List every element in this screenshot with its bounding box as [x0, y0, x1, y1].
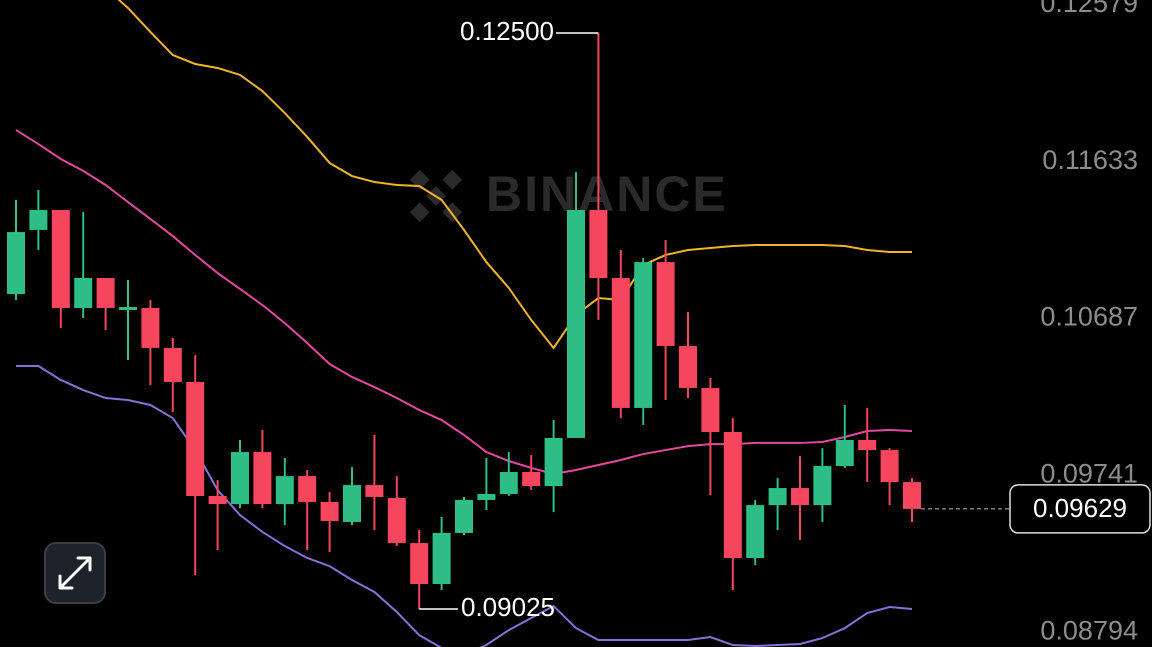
candle-body	[746, 505, 765, 558]
candle-body	[858, 439, 877, 451]
candle-body	[701, 388, 720, 432]
candle-body	[7, 232, 25, 295]
candle-body	[723, 431, 742, 558]
candle-body	[880, 450, 899, 483]
y-tick-label: 0.09741	[1040, 458, 1138, 488]
y-tick-label: 0.12579	[1040, 0, 1138, 18]
candle-body	[835, 439, 854, 466]
candle-body	[477, 493, 496, 500]
y-tick-label: 0.08794	[1040, 615, 1138, 645]
candle-body	[410, 543, 429, 585]
candle-body	[365, 485, 384, 497]
candle-body	[634, 262, 653, 408]
candle-body	[231, 452, 249, 505]
candle-body	[903, 482, 921, 509]
candle-body	[74, 277, 93, 309]
expand-icon	[58, 556, 92, 590]
watermark: BINANCE	[409, 166, 726, 222]
candle-body	[29, 210, 48, 230]
candle-body	[119, 307, 137, 310]
candle-body	[253, 452, 272, 505]
candle-body	[589, 210, 608, 278]
band-line	[117, 0, 912, 350]
candle-body	[96, 277, 115, 309]
last-price-box	[1009, 484, 1151, 534]
candle-body	[208, 495, 227, 505]
candle-body	[544, 437, 563, 487]
max-label: 0.12500	[460, 16, 554, 46]
y-tick-label: 0.10687	[1040, 302, 1138, 332]
candle-body	[141, 308, 160, 348]
candle-body	[455, 499, 473, 533]
candle-body	[611, 277, 630, 408]
y-tick-label: 0.11633	[1042, 145, 1138, 175]
candle-body	[432, 532, 451, 585]
candle-body	[499, 471, 518, 494]
candle-body	[343, 485, 361, 523]
expand-button[interactable]	[44, 542, 106, 604]
candle-body	[813, 465, 832, 506]
candle-body	[298, 476, 317, 502]
band-line	[16, 365, 913, 647]
candle-body	[791, 488, 809, 506]
plot-area	[7, 0, 921, 647]
candle-body	[567, 210, 585, 438]
candle-body	[51, 210, 70, 309]
candle-body	[656, 262, 675, 346]
candle-body	[387, 497, 406, 544]
candle-body	[186, 381, 205, 496]
candle-body	[522, 471, 541, 487]
band-line	[15, 129, 913, 475]
min-label: 0.09025	[461, 592, 555, 622]
candle-body	[275, 476, 294, 505]
candle-body	[679, 345, 697, 389]
candle-body	[320, 501, 339, 522]
candle-body	[768, 488, 787, 506]
candle-body	[163, 347, 182, 382]
last-price-label: 0.09629	[1033, 493, 1127, 523]
